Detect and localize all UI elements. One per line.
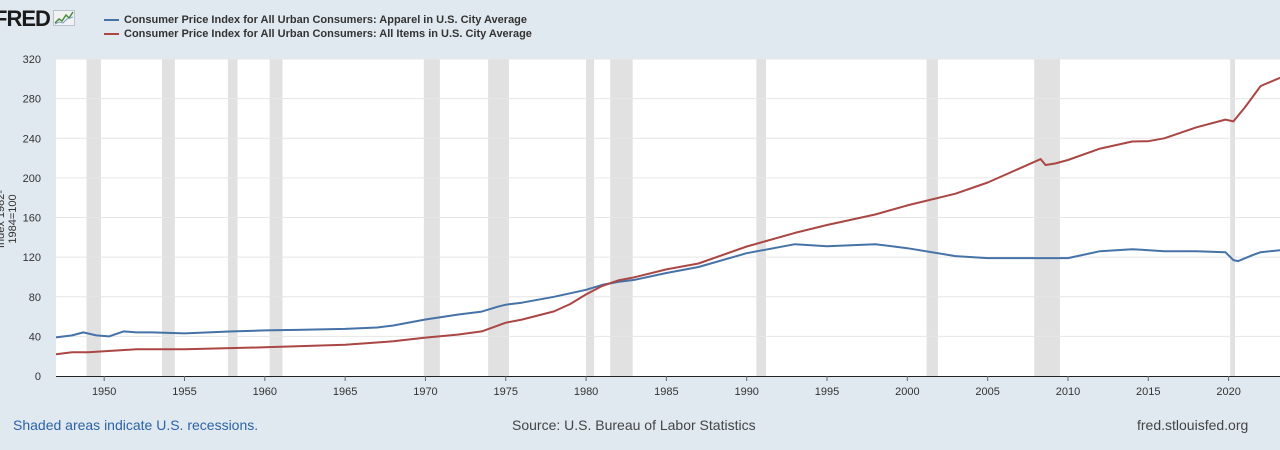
fred-logo[interactable]: FRED (0, 6, 75, 32)
y-tick-label: 320 (23, 54, 41, 66)
source-text: Source: U.S. Bureau of Labor Statistics (512, 417, 756, 433)
x-tick-label: 2010 (1056, 386, 1080, 398)
x-tick-label: 1950 (92, 386, 116, 398)
x-tick-label: 1970 (413, 386, 437, 398)
y-tick-label: 200 (23, 173, 41, 185)
x-tick-label: 1990 (734, 386, 758, 398)
x-tick-label: 2015 (1136, 386, 1160, 398)
legend-item-all-items[interactable]: Consumer Price Index for All Urban Consu… (104, 27, 532, 41)
x-tick-label: 2020 (1216, 386, 1240, 398)
y-tick-label: 80 (29, 292, 41, 304)
y-tick-label: 160 (23, 213, 41, 225)
y-tick-label: 280 (23, 94, 41, 106)
series-line-apparel (55, 243, 1280, 339)
recessions-note: Shaded areas indicate U.S. recessions. (13, 417, 259, 433)
line-chart: 0 40 80 120 160 200 240 280 320 1950 1955 1960 1965 1… (23, 54, 1280, 398)
legend-label-apparel: Consumer Price Index for All Urban Consu… (124, 14, 528, 26)
x-tick-label: 1960 (253, 386, 277, 398)
x-tick-label: 2005 (975, 386, 999, 398)
x-tick-label: 1955 (172, 386, 196, 398)
y-tick-label: 40 (29, 331, 41, 343)
chart-legend: Consumer Price Index for All Urban Consu… (104, 13, 532, 41)
legend-swatch-all-items (104, 33, 119, 35)
chart-header: FRED Consumer Price Index for All Urban … (0, 0, 1280, 50)
line-graph-icon (52, 6, 75, 32)
site-link[interactable]: fred.stlouisfed.org (1137, 417, 1249, 433)
series-line-all-items (55, 76, 1280, 356)
x-tick-label: 1995 (815, 386, 839, 398)
legend-item-apparel[interactable]: Consumer Price Index for All Urban Consu… (104, 13, 532, 27)
y-tick-label: 240 (23, 133, 41, 145)
x-tick-label: 1980 (574, 386, 598, 398)
x-tick-label: 1975 (494, 386, 518, 398)
y-tick-label: 120 (23, 252, 41, 264)
x-tick-label: 1965 (333, 386, 357, 398)
legend-swatch-apparel (104, 19, 119, 21)
legend-label-all-items: Consumer Price Index for All Urban Consu… (124, 28, 532, 40)
x-tick-label: 1985 (654, 386, 678, 398)
y-tick-label: 0 (35, 371, 41, 383)
x-tick-label: 2000 (895, 386, 919, 398)
fred-logo-text: FRED (0, 6, 51, 31)
